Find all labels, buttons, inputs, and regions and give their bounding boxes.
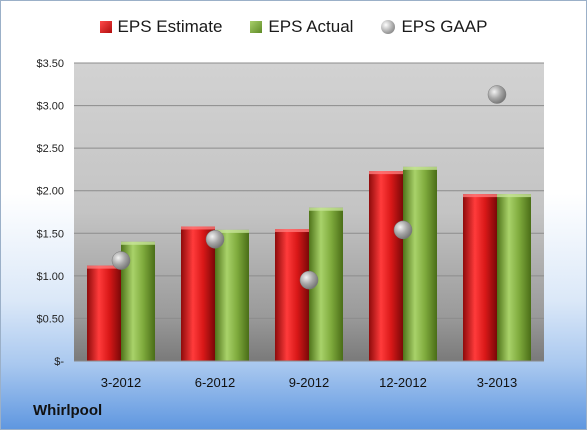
legend-label-eps-estimate: EPS Estimate	[117, 17, 223, 36]
legend-label-eps-actual: EPS Actual	[268, 17, 354, 36]
bar-top-highlight-actual	[121, 241, 155, 245]
y-tick-label: $3.50	[36, 58, 64, 70]
bar-eps-estimate	[369, 171, 403, 361]
point-eps-gaap	[111, 251, 131, 270]
bar-top-highlight-actual	[215, 229, 249, 233]
point-eps-gaap	[205, 229, 225, 249]
y-tick-label: $0.50	[36, 313, 64, 325]
y-axis-ticks: $- $0.50 $1.00 $1.50 $2.00 $2.50 $3.00 $3.50	[36, 58, 64, 368]
company-label: Whirlpool	[33, 402, 103, 419]
legend-item-eps-gaap: EPS GAAP	[381, 17, 487, 37]
y-tick-label: $2.00	[36, 186, 64, 198]
bar-top-highlight-estimate	[369, 171, 403, 175]
bar-eps-actual	[403, 166, 437, 361]
bar-eps-estimate	[463, 194, 497, 361]
bar-top-highlight-estimate	[275, 229, 309, 233]
point-eps-gaap	[393, 220, 413, 240]
bar-eps-actual	[215, 229, 249, 361]
y-tick-label: $1.00	[36, 271, 64, 283]
point-eps-gaap	[299, 270, 319, 290]
bar-top-highlight-actual	[497, 194, 531, 198]
y-tick-label: $2.50	[36, 143, 64, 155]
y-tick-label: $1.50	[36, 228, 64, 240]
bar-top-highlight-estimate	[463, 194, 497, 198]
point-eps-gaap	[487, 85, 507, 104]
bar-eps-actual	[497, 194, 531, 361]
legend-item-eps-actual: EPS Actual	[250, 17, 353, 37]
bar-eps-estimate	[181, 226, 215, 361]
x-tick-label: 9-2012	[289, 375, 329, 390]
x-axis-ticks: 3-2012 6-2012 9-2012 12-2012 3-2013	[101, 375, 517, 390]
legend: EPS Estimate EPS Actual EPS GAAP	[1, 17, 586, 37]
bar-eps-estimate	[87, 265, 121, 361]
y-tick-label: $3.00	[36, 101, 64, 113]
legend-item-eps-estimate: EPS Estimate	[99, 17, 223, 37]
legend-swatch-green-square	[250, 21, 263, 33]
x-tick-label: 6-2012	[195, 375, 235, 390]
bar-eps-estimate	[275, 229, 309, 361]
x-tick-label: 12-2012	[379, 375, 427, 390]
gaap-points	[111, 85, 507, 290]
legend-swatch-gray-ball	[381, 20, 396, 34]
bar-top-highlight-estimate	[181, 226, 215, 230]
bar-top-highlight-actual	[309, 207, 343, 211]
x-tick-label: 3-2013	[477, 375, 517, 390]
bars	[87, 166, 531, 361]
x-tick-label: 3-2012	[101, 375, 141, 390]
bar-top-highlight-actual	[403, 166, 437, 170]
y-tick-label: $-	[54, 356, 64, 368]
legend-swatch-red-square	[99, 21, 112, 33]
bar-top-highlight-estimate	[87, 265, 121, 269]
legend-label-eps-gaap: EPS GAAP	[401, 17, 488, 36]
